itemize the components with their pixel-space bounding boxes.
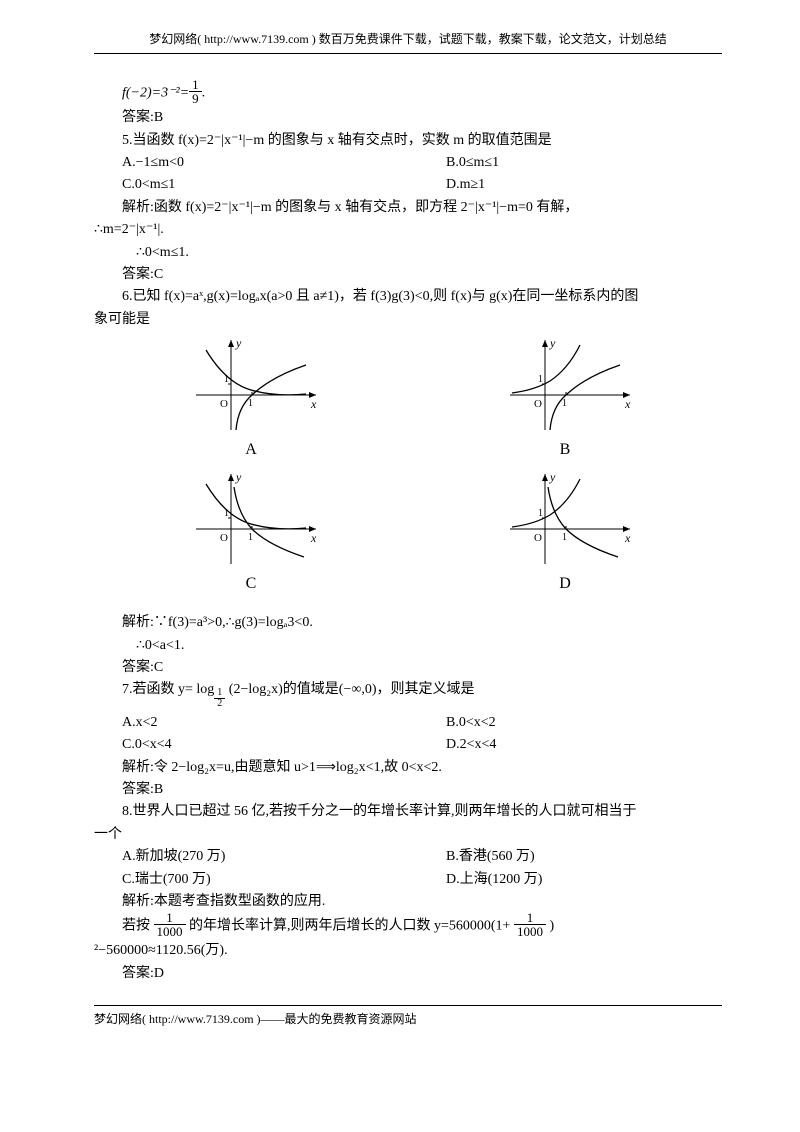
- q7-pre: 7.若函数 y= log: [122, 682, 214, 697]
- svg-text:O: O: [220, 398, 228, 410]
- svg-text:1: 1: [538, 374, 543, 385]
- q8-stem-1: 8.世界人口已超过 56 亿,若按千分之一的年增长率计算,则两年增长的人口就可相…: [94, 801, 722, 823]
- q5-options-row1: A.−1≤m<0 B.0≤m≤1: [94, 152, 722, 174]
- period: .: [202, 86, 206, 101]
- answer-c2: 答案:C: [94, 657, 722, 679]
- fraction-1-1000-b: 11000: [514, 911, 546, 938]
- q5-options-row2: C.0<m≤1 D.m≥1: [94, 174, 722, 196]
- graph-d-svg: y x O 1 1: [490, 469, 640, 569]
- graph-b-label: B: [560, 437, 571, 463]
- answer-d: 答案:D: [94, 963, 722, 985]
- q5-opt-a: A.−1≤m<0: [122, 152, 446, 174]
- q8-stem-2: 一个: [94, 824, 722, 846]
- answer-b: 答案:B: [94, 107, 722, 129]
- fraction-1-1000-a: 11000: [154, 911, 186, 938]
- q8-solution-3: ²−560000≈1120.56(万).: [94, 940, 722, 962]
- q6-stem-1: 6.已知 f(x)=aˣ,g(x)=logₐx(a>0 且 a≠1)，若 f(3…: [94, 286, 722, 308]
- fraction-1-9: 19: [189, 78, 202, 105]
- graph-d: y x O 1 1 D: [421, 469, 710, 597]
- graph-a: y x O 1 1 A: [107, 335, 396, 463]
- page-footer: 梦幻网络( http://www.7139.com )——最大的免费教育资源网站: [94, 1005, 722, 1029]
- graph-b-svg: y x O 1 1: [490, 335, 640, 435]
- q5-solution-1: 解析:函数 f(x)=2⁻|x⁻¹|−m 的图象与 x 轴有交点，即方程 2⁻|…: [94, 197, 722, 219]
- graph-c-svg: y x O 1 1: [176, 469, 326, 569]
- svg-text:1: 1: [562, 532, 567, 543]
- q8-solution-1: 解析:本题考查指数型函数的应用.: [94, 891, 722, 913]
- svg-text:y: y: [549, 470, 556, 484]
- q8-opt-b: B.香港(560 万): [446, 846, 722, 868]
- answer-b2: 答案:B: [94, 779, 722, 801]
- page: 梦幻网络( http://www.7139.com ) 数百万免费课件下载，试题…: [0, 0, 800, 1132]
- answer-c: 答案:C: [94, 264, 722, 286]
- svg-text:x: x: [624, 397, 631, 411]
- svg-text:y: y: [549, 336, 556, 350]
- svg-text:O: O: [220, 532, 228, 544]
- q8-options-row1: A.新加坡(270 万) B.香港(560 万): [94, 846, 722, 868]
- graph-b: y x O 1 1 B: [421, 335, 710, 463]
- q8-opt-c: C.瑞士(700 万): [122, 869, 446, 891]
- q5-solution-2: ∴m=2⁻|x⁻¹|.: [94, 219, 722, 241]
- graph-c: y x O 1 1 C: [107, 469, 396, 597]
- q6-solution-2: ∴0<a<1.: [94, 635, 722, 657]
- equation-line: f(−2)=3⁻²=19.: [94, 80, 722, 107]
- eq-text: f(−2)=3⁻²=: [122, 86, 189, 101]
- svg-text:x: x: [310, 397, 317, 411]
- q7-stem: 7.若函数 y= log12 (2−log₂x)的值域是(−∞,0)，则其定义域…: [94, 679, 722, 711]
- q7-options-row2: C.0<x<4 D.2<x<4: [94, 734, 722, 756]
- q5-opt-b: B.0≤m≤1: [446, 152, 722, 174]
- q6-stem-2: 象可能是: [94, 309, 722, 331]
- graph-grid: y x O 1 1 A y x O: [94, 331, 722, 612]
- q7-opt-b: B.0<x<2: [446, 712, 722, 734]
- q8-sol2c: ): [549, 919, 554, 934]
- q8-sol2b: 的年增长率计算,则两年后增长的人口数 y=560000(1+: [189, 919, 510, 934]
- svg-text:y: y: [235, 336, 242, 350]
- svg-text:1: 1: [248, 532, 253, 543]
- q8-opt-d: D.上海(1200 万): [446, 869, 722, 891]
- graph-a-svg: y x O 1 1: [176, 335, 326, 435]
- q7-opt-a: A.x<2: [122, 712, 446, 734]
- q8-sol2a: 若按: [122, 919, 150, 934]
- graph-d-label: D: [559, 571, 571, 597]
- q5-stem: 5.当函数 f(x)=2⁻|x⁻¹|−m 的图象与 x 轴有交点时，实数 m 的…: [94, 130, 722, 152]
- svg-text:O: O: [534, 398, 542, 410]
- q8-options-row2: C.瑞士(700 万) D.上海(1200 万): [94, 869, 722, 891]
- graph-a-label: A: [245, 437, 257, 463]
- q7-options-row1: A.x<2 B.0<x<2: [94, 712, 722, 734]
- q5-opt-d: D.m≥1: [446, 174, 722, 196]
- q6-solution-1: 解析:∵f(3)=a³>0,∴g(3)=logₐ3<0.: [94, 612, 722, 634]
- svg-text:O: O: [534, 532, 542, 544]
- svg-text:y: y: [235, 470, 242, 484]
- page-header: 梦幻网络( http://www.7139.com ) 数百万免费课件下载，试题…: [94, 30, 722, 54]
- svg-text:1: 1: [562, 398, 567, 409]
- q7-opt-c: C.0<x<4: [122, 734, 446, 756]
- q5-opt-c: C.0<m≤1: [122, 174, 446, 196]
- q8-opt-a: A.新加坡(270 万): [122, 846, 446, 868]
- q5-solution-3: ∴0<m≤1.: [94, 242, 722, 264]
- q7-solution: 解析:令 2−log₂x=u,由题意知 u>1⟹log₂x<1,故 0<x<2.: [94, 757, 722, 779]
- q8-solution-2: 若按 11000 的年增长率计算,则两年后增长的人口数 y=560000(1+ …: [94, 913, 722, 940]
- svg-text:1: 1: [248, 398, 253, 409]
- svg-text:1: 1: [538, 508, 543, 519]
- graph-c-label: C: [246, 571, 257, 597]
- fraction-half: 12: [214, 688, 225, 709]
- svg-text:x: x: [310, 531, 317, 545]
- svg-text:x: x: [624, 531, 631, 545]
- q7-post: (2−log₂x)的值域是(−∞,0)，则其定义域是: [225, 682, 474, 697]
- q7-opt-d: D.2<x<4: [446, 734, 722, 756]
